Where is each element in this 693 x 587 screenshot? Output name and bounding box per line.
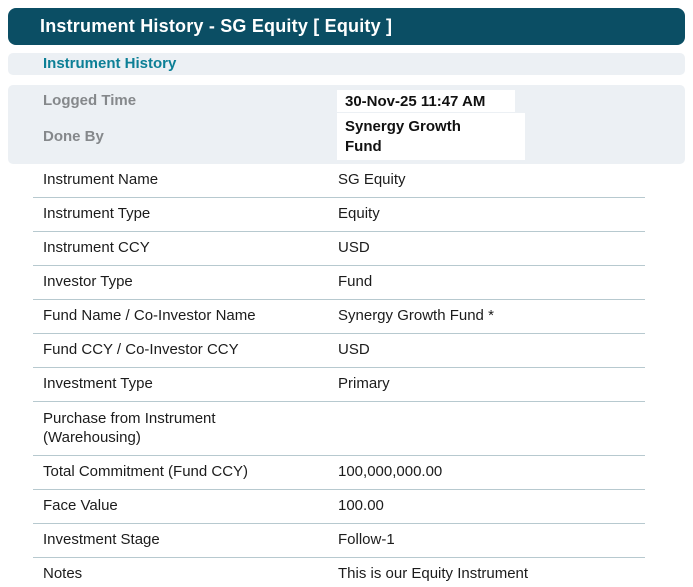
done-by-value: Synergy Growth Fund: [337, 113, 525, 160]
field-row-fund-name: Fund Name / Co-Investor Name Synergy Gro…: [33, 300, 645, 334]
field-label: Investment Stage: [43, 531, 160, 548]
field-value: This is our Equity Instrument: [338, 565, 529, 582]
field-value: USD: [338, 239, 370, 256]
field-row-investment-stage: Investment Stage Follow-1: [33, 524, 645, 558]
field-row-fund-ccy: Fund CCY / Co-Investor CCY USD: [33, 334, 645, 368]
section-header-bar: Instrument History: [8, 53, 685, 75]
field-row-instrument-name: Instrument Name SG Equity: [33, 166, 645, 198]
done-by-label: Done By: [43, 128, 104, 145]
dialog-title: Instrument History - SG Equity [ Equity …: [40, 16, 393, 36]
field-table: Instrument Name SG Equity Instrument Typ…: [8, 166, 685, 587]
field-label: Purchase from Instrument (Warehousing): [43, 410, 216, 446]
field-label: Investor Type: [43, 273, 133, 290]
field-value: Synergy Growth Fund *: [338, 307, 494, 324]
field-value: SG Equity: [338, 171, 406, 188]
section-header-title: Instrument History: [43, 55, 177, 72]
field-value: USD: [338, 341, 370, 358]
field-label: Fund CCY / Co-Investor CCY: [43, 341, 239, 358]
field-row-instrument-type: Instrument Type Equity: [33, 198, 645, 232]
field-label: Face Value: [43, 497, 118, 514]
field-row-notes: Notes This is our Equity Instrument: [33, 558, 645, 587]
field-row-face-value: Face Value 100.00: [33, 490, 645, 524]
field-row-investment-type: Investment Type Primary: [33, 368, 645, 402]
field-row-total-commitment: Total Commitment (Fund CCY) 100,000,000.…: [33, 456, 645, 490]
field-row-purchase-from-instrument: Purchase from Instrument (Warehousing): [33, 402, 645, 456]
logged-time-value: 30-Nov-25 11:47 AM: [337, 90, 515, 112]
field-value: Fund: [338, 273, 373, 290]
dialog-container: Instrument History - SG Equity [ Equity …: [8, 8, 685, 587]
field-label: Instrument Name: [43, 171, 159, 188]
field-label: Instrument Type: [43, 205, 151, 222]
field-label: Instrument CCY: [43, 239, 150, 256]
logged-time-label: Logged Time: [43, 92, 137, 109]
field-value: Equity: [338, 205, 380, 222]
field-label: Notes: [43, 565, 83, 582]
field-value: 100,000,000.00: [338, 463, 443, 480]
log-meta-panel: Logged Time 30-Nov-25 11:47 AM Done By S…: [8, 85, 685, 164]
field-row-instrument-ccy: Instrument CCY USD: [33, 232, 645, 266]
field-value: 100.00: [338, 497, 384, 514]
dialog-title-bar: Instrument History - SG Equity [ Equity …: [8, 8, 685, 45]
field-label: Investment Type: [43, 375, 153, 392]
field-label: Total Commitment (Fund CCY): [43, 463, 249, 480]
field-value: Follow-1: [338, 531, 395, 548]
field-value: Primary: [338, 375, 390, 392]
field-label: Fund Name / Co-Investor Name: [43, 307, 256, 324]
field-row-investor-type: Investor Type Fund: [33, 266, 645, 300]
